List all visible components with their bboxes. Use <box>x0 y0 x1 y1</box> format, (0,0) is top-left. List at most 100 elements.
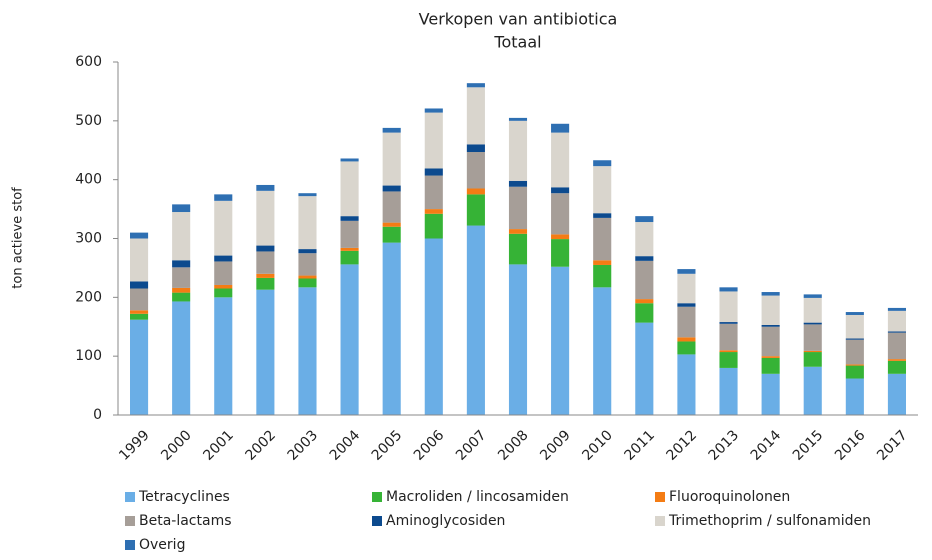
x-tick-label: 2000 <box>158 427 195 464</box>
x-tick-label: 2005 <box>369 427 406 464</box>
bar-segment <box>214 194 233 201</box>
bar-segment <box>424 213 443 239</box>
bar-segment <box>845 314 864 339</box>
x-tick-label: 2004 <box>327 427 364 464</box>
bar-segment <box>635 299 654 304</box>
bar-segment <box>803 352 822 367</box>
bar-segment <box>551 266 570 415</box>
bar-segment <box>508 180 528 187</box>
bar-segment <box>551 239 570 267</box>
bar-segment <box>298 287 317 415</box>
bar-segment <box>677 341 696 355</box>
legend-swatch <box>372 492 382 502</box>
bar-segment <box>466 87 485 145</box>
chart-title: Verkopen van antibiotica <box>419 10 618 29</box>
bar-segment <box>551 132 570 188</box>
bar-segment <box>677 337 696 342</box>
bar-segment <box>551 187 570 194</box>
bar-segment <box>719 291 738 323</box>
bar-segment <box>508 229 528 234</box>
bar-segment <box>130 232 149 239</box>
bar-segment <box>256 190 275 246</box>
bar-segment <box>845 338 864 340</box>
x-tick-label: 2001 <box>200 427 237 464</box>
x-tick-label: 2017 <box>874 427 911 464</box>
bar-segment <box>466 83 485 88</box>
bar-segment <box>382 132 401 186</box>
bar-segment <box>593 217 612 261</box>
x-tick-label: 2016 <box>832 427 869 464</box>
bar-segment <box>761 373 780 415</box>
bar-segment <box>508 264 528 415</box>
bar-segment <box>298 196 317 250</box>
x-tick-label: 2008 <box>495 427 532 464</box>
bar-segment <box>593 213 612 218</box>
y-tick-label: 100 <box>75 348 102 364</box>
bar-segment <box>593 264 612 288</box>
bar-segment <box>845 378 864 415</box>
bar-segment <box>382 191 401 223</box>
bar-segment <box>298 193 317 197</box>
legend-label: Tetracyclines <box>138 489 230 505</box>
bar-segment <box>593 166 612 214</box>
x-tick-label: 2013 <box>706 427 743 464</box>
bar-segment <box>172 267 191 288</box>
bar-segment <box>635 322 654 415</box>
bar-segment <box>508 117 528 121</box>
bar-segment <box>340 264 359 415</box>
x-tick-label: 2007 <box>453 427 490 464</box>
bar-segment <box>382 185 401 192</box>
bar-segment <box>677 354 696 415</box>
bar-segment <box>508 120 528 181</box>
bar-segment <box>172 260 191 268</box>
bar-segment <box>677 303 696 307</box>
bar-segment <box>466 152 485 189</box>
bar-segment <box>382 226 401 243</box>
bar-segment <box>719 287 738 292</box>
legend-label: Beta-lactams <box>139 513 232 529</box>
legend-swatch <box>372 516 382 526</box>
bar-segment <box>172 292 191 302</box>
legend-swatch <box>125 492 135 502</box>
bar-segment <box>340 158 359 162</box>
legend-label: Overig <box>139 537 185 553</box>
bar-segment <box>635 303 654 323</box>
bar-segment <box>298 275 317 279</box>
bar-segment <box>803 324 822 351</box>
y-tick-label: 300 <box>75 231 102 247</box>
bar-segment <box>256 184 275 191</box>
bar-segment <box>593 160 612 167</box>
bar-segment <box>214 261 233 285</box>
bar-segment <box>677 306 696 338</box>
bar-segment <box>130 310 149 314</box>
x-tick-label: 2015 <box>790 427 827 464</box>
bar-segment <box>677 273 696 304</box>
bar-segment <box>761 295 780 325</box>
bar-segment <box>214 200 233 256</box>
x-tick-label: 2006 <box>411 427 448 464</box>
bar-segment <box>887 331 906 333</box>
y-tick-label: 0 <box>93 407 102 423</box>
bar-segment <box>424 209 443 214</box>
y-tick-label: 600 <box>75 54 102 70</box>
bar-segment <box>887 359 906 361</box>
y-tick-label: 500 <box>75 113 102 129</box>
y-tick-label: 400 <box>75 172 102 188</box>
bar-segment <box>761 292 780 296</box>
x-tick-label: 2010 <box>579 427 616 464</box>
bar-segment <box>466 225 485 415</box>
bar-segment <box>635 216 654 223</box>
x-tick-label: 2009 <box>537 427 574 464</box>
bar-segment <box>845 364 864 366</box>
legend-swatch <box>655 516 665 526</box>
bar-segment <box>424 175 443 210</box>
bar-segment <box>298 278 317 288</box>
bar-segment <box>256 289 275 415</box>
bar-segment <box>382 222 401 227</box>
bar-segment <box>719 322 738 324</box>
bar-segment <box>130 313 149 320</box>
bar-segment <box>803 294 822 298</box>
bar-segment <box>214 288 233 298</box>
bar-segment <box>845 339 864 365</box>
